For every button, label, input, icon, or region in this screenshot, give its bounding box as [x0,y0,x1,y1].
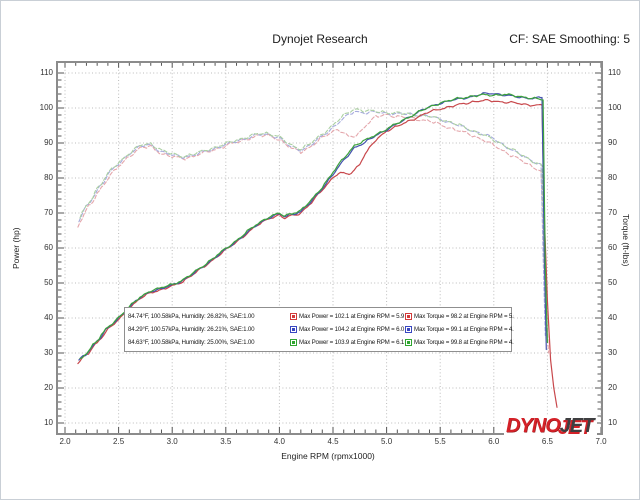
x-tick-label: 3.5 [220,437,232,446]
x-tick-label: 7.0 [595,437,607,446]
y-left-tick-label: 80 [44,173,53,182]
legend-max-torque: Max Torque = 99.8 at Engine RPM = 4.7 [414,339,514,346]
legend-conditions: 84.29°F, 100.57kPa, Humidity: 26.21%, SA… [128,326,255,333]
y-right-tick-label: 100 [608,103,622,112]
legend-marker-green-icon [405,339,412,346]
y-left-tick-label: 50 [44,278,53,287]
legend-marker-blue-icon [290,326,297,333]
y-left-axis-title: Power (hp) [11,227,21,269]
legend-row-red: 84.74°F, 100.58kPa, Humidity: 26.82%, SA… [128,310,514,323]
y-right-tick-label: 90 [608,138,617,147]
legend-conditions: 84.63°F, 100.58kPa, Humidity: 25.00%, SA… [128,339,255,346]
y-right-tick-label: 60 [608,243,617,252]
torque-run3-green-curve [79,108,547,333]
x-tick-label: 5.0 [381,437,393,446]
x-tick-label: 5.5 [434,437,446,446]
legend-max-power: Max Power = 103.9 at Engine RPM = 6.1 [299,339,405,346]
power-run3-green-curve [79,93,548,360]
x-tick-label: 4.0 [273,437,285,446]
x-tick-label: 4.5 [327,437,339,446]
x-tick-label: 3.0 [166,437,178,446]
y-right-tick-label: 70 [608,208,617,217]
x-axis-title: Engine RPM (rpmx1000) [281,451,375,461]
y-right-tick-label: 80 [608,173,617,182]
legend-marker-red-icon [290,313,297,320]
legend-row-green: 84.63°F, 100.58kPa, Humidity: 25.00%, SA… [128,336,514,349]
chart-plot-area [56,61,603,435]
legend-max-power: Max Power = 104.2 at Engine RPM = 6.0 [299,326,405,333]
x-tick-label: 6.5 [541,437,553,446]
dynojet-logo: DYNOJET [504,415,598,438]
x-tick-label: 6.0 [488,437,500,446]
legend-max-torque: Max Torque = 98.2 at Engine RPM = 5.0 [414,313,514,320]
dynojet-logo-dyno: DYNO [506,415,561,437]
legend-marker-red-icon [405,313,412,320]
y-left-tick-label: 70 [44,208,53,217]
y-right-axis-title: Torque (ft-lbs) [621,214,631,267]
torque-run1-red-curve [77,113,550,354]
torque-run2-blue-curve [78,110,546,337]
x-tick-label: 2.0 [59,437,71,446]
y-right-tick-label: 50 [608,278,617,287]
y-left-tick-label: 110 [40,68,53,77]
x-tick-label: 2.5 [113,437,125,446]
y-left-tick-label: 40 [44,313,53,322]
y-left-tick-label: 90 [44,138,53,147]
dyno-chart-canvas [58,63,601,433]
y-left-tick-label: 10 [44,418,53,427]
y-left-tick-label: 100 [39,103,53,112]
legend-row-blue: 84.29°F, 100.57kPa, Humidity: 26.21%, SA… [128,323,514,336]
y-left-tick-label: 60 [44,243,53,252]
y-right-tick-label: 110 [608,68,621,77]
y-right-tick-label: 20 [608,383,617,392]
y-left-tick-label: 30 [44,348,53,357]
run-legend-box: 84.74°F, 100.58kPa, Humidity: 26.82%, SA… [124,307,514,352]
legend-max-power: Max Power = 102.1 at Engine RPM = 5.9 [299,313,405,320]
legend-max-torque: Max Torque = 99.1 at Engine RPM = 4.7 [414,326,514,333]
smoothing-label: CF: SAE Smoothing: 5 [509,32,630,46]
y-right-tick-label: 40 [608,313,617,322]
y-right-tick-label: 10 [608,418,617,427]
legend-conditions: 84.74°F, 100.58kPa, Humidity: 26.82%, SA… [128,313,255,320]
legend-marker-green-icon [290,339,297,346]
y-right-tick-label: 30 [608,348,617,357]
dynojet-logo-jet: JET [559,415,595,437]
legend-marker-blue-icon [405,326,412,333]
page-title: Dynojet Research [272,32,368,46]
y-left-tick-label: 20 [44,383,53,392]
